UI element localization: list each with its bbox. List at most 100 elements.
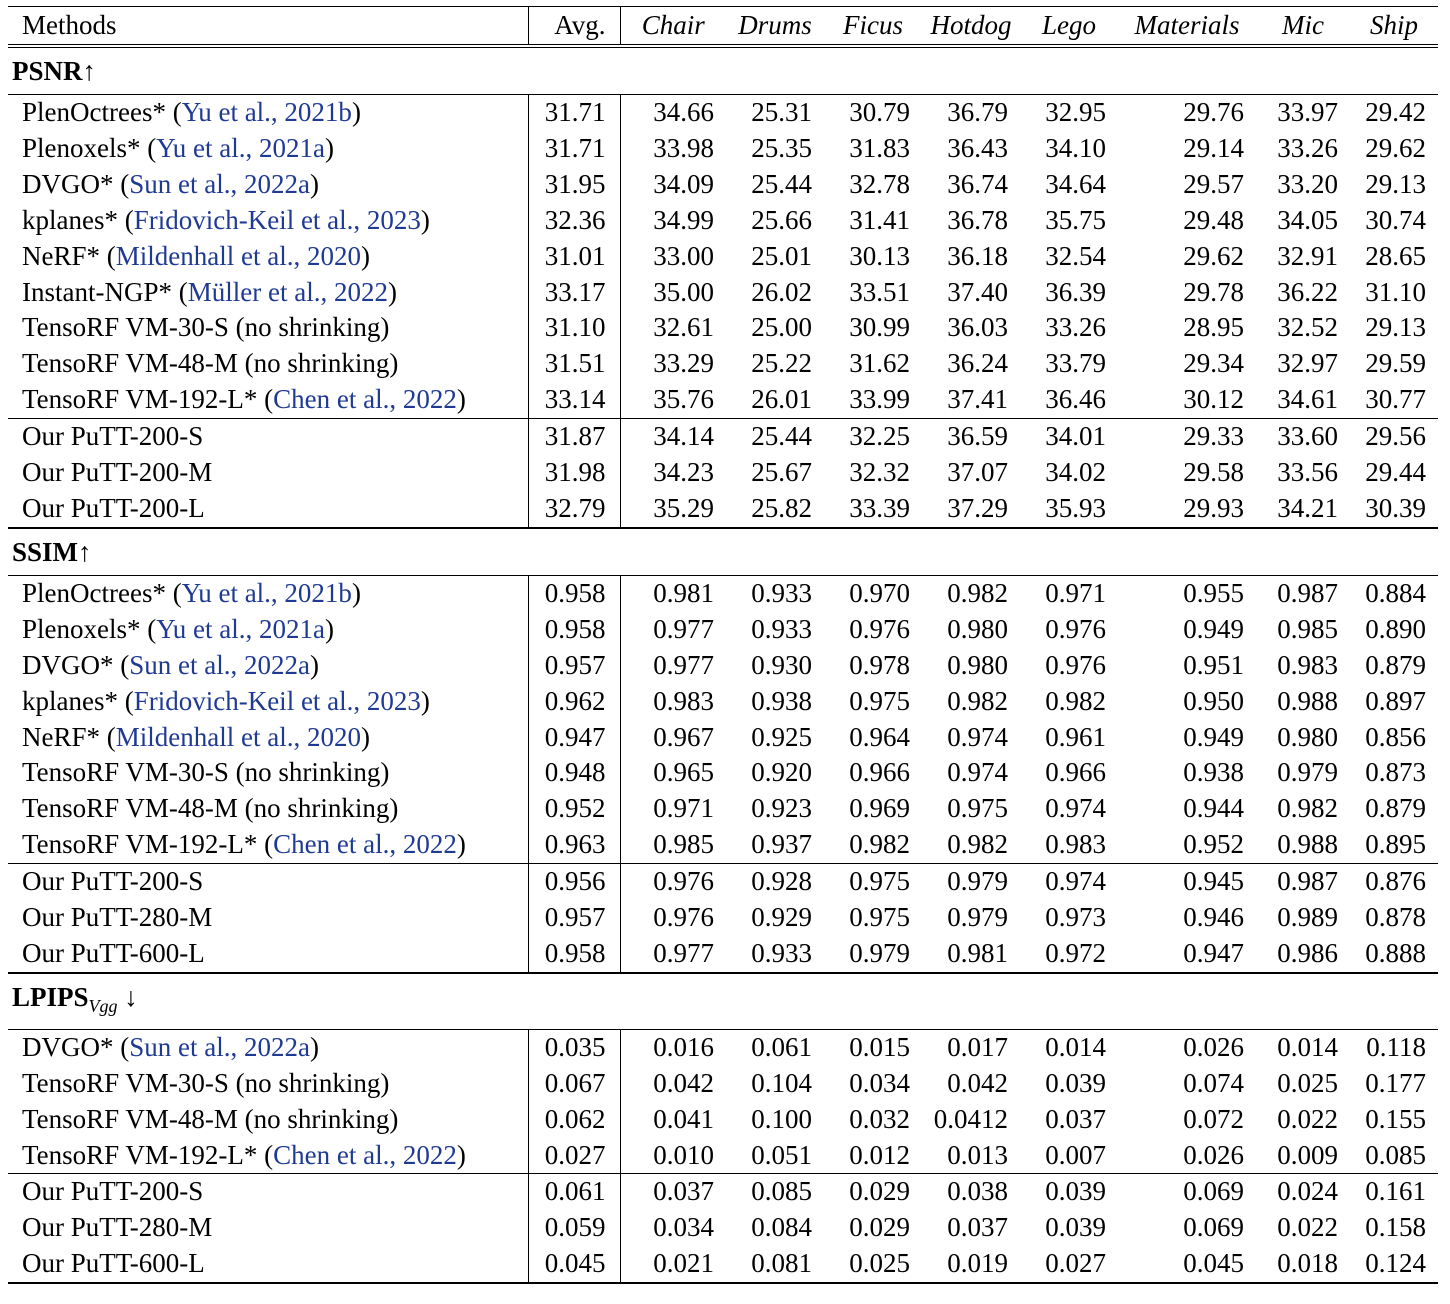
- method-name: DVGO* (: [22, 168, 130, 199]
- value-cell-chair: 0.021: [619, 1246, 726, 1285]
- table-row: Our PuTT-200-L 32.79 35.29 25.82 33.39 37.29 3…: [8, 490, 1438, 529]
- citation-link[interactable]: Mildenhall et al., 2020: [115, 721, 361, 752]
- method-name: TensoRF VM-48-M (no shrinking): [22, 1103, 399, 1134]
- value-cell-lego: 32.95: [1045, 97, 1106, 127]
- value-cell-mic: 32.97: [1277, 348, 1338, 379]
- value-cell-avg: 31.51: [527, 346, 620, 383]
- value-cell-ship: 29.13: [1365, 312, 1426, 343]
- value-cell-chair: 0.967: [619, 719, 726, 756]
- value-cell-ficus: 0.025: [824, 1246, 922, 1285]
- value-cell-ship: 29.56: [1350, 418, 1438, 456]
- table-row: TensoRF VM-48-M (no shrinking) 0.062 0.041…: [8, 1101, 1438, 1138]
- column-header-1: Avg.: [527, 6, 620, 46]
- citation-link[interactable]: Mildenhall et al., 2020: [115, 240, 361, 271]
- value-cell-drums: 0.051: [751, 1139, 812, 1170]
- value-cell-avg: 0.958: [527, 935, 620, 974]
- method-name: TensoRF VM-30-S (no shrinking): [22, 757, 390, 788]
- value-cell-materials: 0.946: [1183, 902, 1244, 933]
- citation-link[interactable]: Yu et al., 2021a: [156, 132, 325, 163]
- value-cell-ficus: 0.976: [849, 613, 910, 644]
- value-cell-hotdog: 0.974: [947, 721, 1008, 752]
- value-cell-lego: 33.79: [1045, 348, 1106, 379]
- value-cell-chair: 0.976: [619, 863, 726, 901]
- value-cell-drums: 0.929: [751, 902, 812, 933]
- citation-link[interactable]: Sun et al., 2022a: [129, 649, 310, 680]
- value-cell-drums: 26.01: [751, 384, 812, 415]
- citation-link[interactable]: Sun et al., 2022a: [129, 168, 310, 199]
- citation-link[interactable]: Yu et al., 2021a: [156, 613, 325, 644]
- method-name: Our PuTT-200-S: [22, 1176, 204, 1207]
- value-cell-chair: 34.99: [619, 202, 726, 239]
- value-cell-drums: 25.31: [751, 97, 812, 127]
- value-cell-lego: 33.26: [1045, 312, 1106, 343]
- value-cell-drums: 0.933: [726, 935, 824, 974]
- value-cell-materials: 28.95: [1183, 312, 1244, 343]
- value-cell-mic: 0.985: [1277, 613, 1338, 644]
- value-cell-ship: 29.59: [1365, 348, 1426, 379]
- value-cell-chair: 0.037: [619, 1173, 726, 1211]
- value-cell-chair: 0.977: [619, 935, 726, 974]
- value-cell-materials: 29.62: [1183, 240, 1244, 271]
- value-cell-hotdog: 37.07: [947, 457, 1008, 488]
- section-title: SSIM↑: [8, 527, 1438, 576]
- value-cell-hotdog: 36.43: [947, 132, 1008, 163]
- value-cell-mic: 0.982: [1277, 793, 1338, 824]
- value-cell-materials: 29.33: [1118, 418, 1256, 456]
- citation-link[interactable]: Chen et al., 2022: [273, 384, 457, 415]
- column-header-9: Ship: [1369, 10, 1418, 40]
- value-cell-drums: 0.923: [751, 793, 812, 824]
- value-cell-ficus: 30.13: [849, 240, 910, 271]
- table-row: NeRF* (Mildenhall et al., 2020) 0.947 0.96…: [8, 719, 1438, 756]
- method-cell: DVGO* (Sun et al., 2022a): [8, 648, 528, 684]
- method-cell: TensoRF VM-48-M (no shrinking): [8, 791, 528, 827]
- method-name: Our PuTT-200-M: [22, 457, 213, 488]
- value-cell-hotdog: 0.017: [947, 1031, 1008, 1062]
- method-name: NeRF* (: [22, 240, 116, 271]
- method-name: TensoRF VM-192-L* (: [22, 384, 274, 415]
- value-cell-materials: 29.78: [1183, 276, 1244, 307]
- value-cell-chair: 33.00: [619, 238, 726, 275]
- value-cell-lego: 36.39: [1045, 276, 1106, 307]
- value-cell-mic: 0.022: [1277, 1103, 1338, 1134]
- value-cell-chair: 35.76: [619, 382, 726, 419]
- value-cell-ficus: 0.982: [849, 829, 910, 860]
- value-cell-materials: 0.944: [1183, 793, 1244, 824]
- section-title-suffix: ↓: [117, 981, 138, 1012]
- value-cell-drums: 0.933: [751, 577, 812, 608]
- method-name: Our PuTT-280-M: [22, 1212, 213, 1243]
- value-cell-materials: 0.074: [1183, 1067, 1244, 1098]
- table-header-row: Methods Avg. Chair Drums Ficus Hotdog Lego Mate…: [8, 6, 1438, 46]
- value-cell-chair: 0.981: [619, 575, 726, 612]
- value-cell-avg: 31.71: [527, 130, 620, 167]
- method-name-tail: ): [309, 1031, 319, 1062]
- value-cell-ficus: 33.39: [824, 490, 922, 529]
- value-cell-ficus: 0.978: [849, 649, 910, 680]
- value-cell-ficus: 32.25: [824, 418, 922, 456]
- citation-link[interactable]: Chen et al., 2022: [273, 1139, 457, 1170]
- value-cell-hotdog: 0.979: [922, 863, 1020, 901]
- method-name: Our PuTT-600-L: [22, 1248, 205, 1279]
- value-cell-ship: 29.13: [1365, 168, 1426, 199]
- citation-link[interactable]: Chen et al., 2022: [273, 829, 457, 860]
- value-cell-ship: 29.62: [1365, 132, 1426, 163]
- method-cell: DVGO* (Sun et al., 2022a): [8, 167, 528, 203]
- value-cell-lego: 0.027: [1020, 1246, 1118, 1285]
- citation-link[interactable]: Müller et al., 2022: [187, 276, 388, 307]
- value-cell-lego: 0.037: [1045, 1103, 1106, 1134]
- value-cell-chair: 32.61: [619, 310, 726, 347]
- value-cell-avg: 0.956: [527, 863, 620, 901]
- value-cell-mic: 0.988: [1277, 685, 1338, 716]
- citation-link[interactable]: Fridovich-Keil et al., 2023: [133, 685, 421, 716]
- value-cell-avg: 0.957: [527, 900, 620, 936]
- citation-link[interactable]: Yu et al., 2021b: [181, 97, 352, 127]
- citation-link[interactable]: Yu et al., 2021b: [181, 577, 352, 608]
- value-cell-materials: 29.14: [1183, 132, 1244, 163]
- value-cell-materials: 0.955: [1183, 577, 1244, 608]
- citation-link[interactable]: Fridovich-Keil et al., 2023: [133, 204, 421, 235]
- value-cell-ship: 0.124: [1350, 1246, 1438, 1285]
- value-cell-chair: 34.09: [619, 166, 726, 203]
- table-row: TensoRF VM-192-L* (Chen et al., 2022) 0.9…: [8, 827, 1438, 864]
- table-row: Plenoxels* (Yu et al., 2021a) 0.958 0.977 0…: [8, 611, 1438, 648]
- citation-link[interactable]: Sun et al., 2022a: [129, 1031, 310, 1062]
- method-name-tail: ): [456, 384, 466, 415]
